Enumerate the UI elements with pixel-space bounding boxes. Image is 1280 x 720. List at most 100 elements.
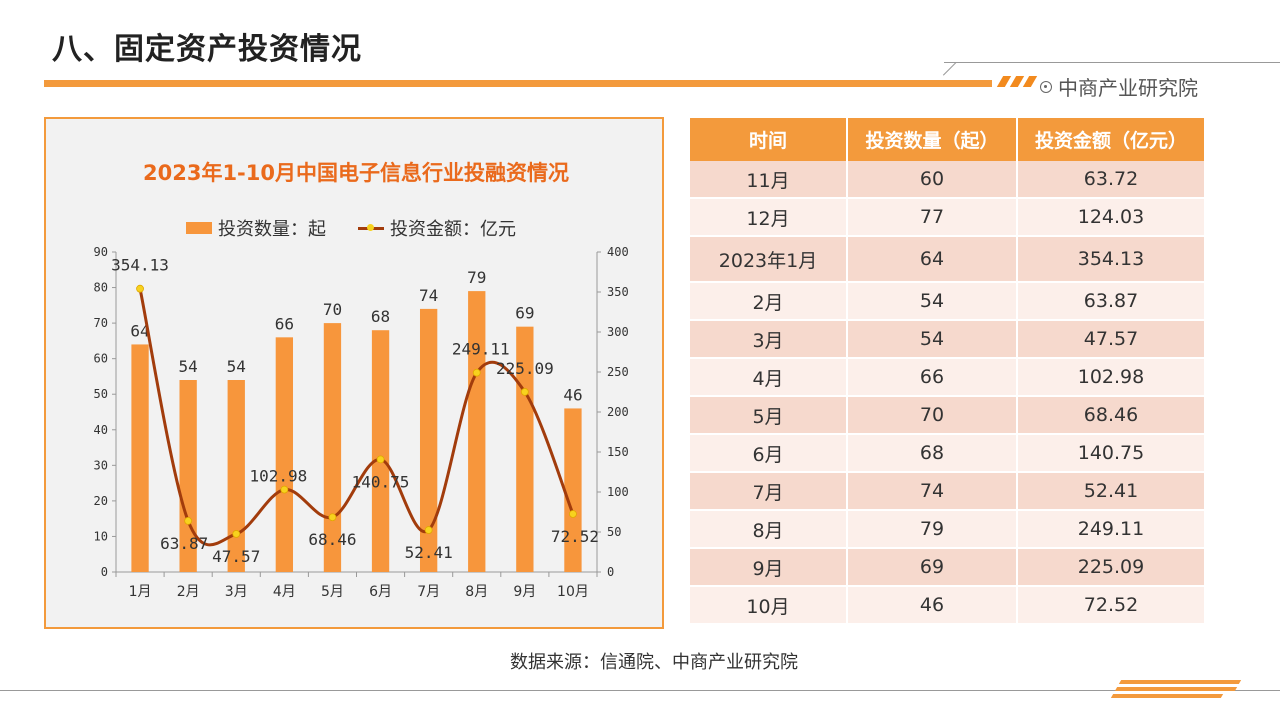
line-data-label: 354.13: [111, 256, 169, 275]
bar: [179, 380, 197, 572]
line-marker: [136, 284, 144, 293]
table-cell: 11月: [690, 161, 848, 199]
y-left-tick-label: 60: [94, 352, 108, 366]
combo-chart: 0 10 20 30 40 50 60 70 80 90 0 50 100 150 200 250 300 350…: [94, 245, 629, 600]
table-header: 投资金额（亿元）: [1017, 118, 1206, 161]
bar-data-label: 46: [563, 385, 582, 404]
x-tick-label: 10月: [557, 584, 589, 600]
table-cell: 60: [847, 161, 1018, 199]
x-tick-label: 1月: [129, 584, 152, 600]
table-header-row: 时间 投资数量（起） 投资金额（亿元）: [690, 118, 1206, 161]
line-data-label: 140.75: [352, 472, 410, 491]
legend-item-line: 投资金额：亿元: [358, 215, 516, 241]
chart-legend: 投资数量：起 投资金额：亿元: [186, 215, 516, 241]
x-tick-label: 5月: [321, 584, 344, 600]
line-data-label: 225.09: [496, 359, 554, 378]
legend-line-swatch: [358, 223, 384, 231]
table-cell: 46: [847, 586, 1018, 625]
bar-data-label: 66: [275, 314, 294, 333]
y-left-tick-label: 20: [94, 494, 108, 508]
table-row: 3月 54 47.57: [690, 320, 1206, 359]
table-cell: 102.98: [1017, 358, 1206, 397]
line-data-label: 63.87: [160, 534, 208, 553]
line-marker: [280, 485, 289, 494]
table-row: 8月 79 249.11: [690, 510, 1206, 549]
table-cell: 54: [847, 282, 1018, 321]
table-cell: 77: [847, 198, 1018, 237]
y-left-tick-label: 10: [94, 529, 108, 543]
title-underline-accent: [1009, 76, 1025, 87]
table-cell: 63.72: [1017, 161, 1206, 199]
bar-data-label: 74: [419, 286, 438, 305]
table-cell: 354.13: [1017, 236, 1206, 283]
x-tick-label: 7月: [417, 584, 440, 600]
bar-data-label: 54: [227, 357, 246, 376]
table-row: 6月 68 140.75: [690, 434, 1206, 473]
brand-name: 中商产业研究院: [1058, 76, 1198, 100]
bar: [131, 344, 149, 572]
target-icon: [1040, 80, 1052, 93]
line-data-label: 102.98: [249, 467, 307, 486]
line-marker: [376, 455, 385, 464]
table-cell: 4月: [690, 358, 848, 397]
table-cell: 3月: [690, 320, 848, 359]
line-data-label: 249.11: [452, 340, 510, 359]
line-marker: [472, 368, 481, 377]
bar-data-label: 79: [467, 268, 486, 287]
table-cell: 8月: [690, 510, 848, 549]
table-row: 10月 46 72.52: [690, 586, 1206, 625]
footer-divider: [0, 690, 1280, 691]
legend-line-label: 投资金额：亿元: [390, 219, 516, 240]
data-table: 时间 投资数量（起） 投资金额（亿元） 11月 60 63.72 12月 77 …: [690, 118, 1206, 625]
bar-data-label: 69: [515, 304, 534, 323]
y-right-tick-label: 250: [607, 365, 629, 379]
y-right-tick-label: 0: [607, 565, 614, 579]
table-cell: 9月: [690, 548, 848, 587]
x-tick-label: 8月: [465, 584, 488, 600]
line-data-label: 52.41: [405, 543, 453, 562]
table-cell: 68.46: [1017, 396, 1206, 435]
page-title: 八、固定资产投资情况: [52, 32, 362, 67]
legend-bar-swatch: [186, 222, 212, 234]
table-row: 2023年1月 64 354.13: [690, 236, 1206, 283]
y-right-tick-label: 50: [607, 525, 621, 539]
legend-item-bar: 投资数量：起: [186, 215, 326, 241]
table-cell: 12月: [690, 198, 848, 237]
title-underline: [44, 80, 992, 87]
table-cell: 79: [847, 510, 1018, 549]
y-right-tick-label: 200: [607, 405, 629, 419]
bar: [468, 291, 486, 572]
y-left-tick-label: 30: [94, 458, 108, 472]
bar: [323, 323, 342, 572]
table-cell: 140.75: [1017, 434, 1206, 473]
header-divider: [944, 62, 1280, 63]
bar-data-label: 70: [323, 300, 342, 319]
table-cell: 5月: [690, 396, 848, 435]
line-data-label: 47.57: [212, 547, 260, 566]
bar-data-label: 54: [179, 357, 198, 376]
y-left-tick-label: 0: [101, 565, 108, 579]
header-divider-slope: [942, 62, 957, 76]
table-cell: 6月: [690, 434, 848, 473]
data-source-note: 数据来源：信通院、中商产业研究院: [510, 652, 798, 673]
table-cell: 63.87: [1017, 282, 1206, 321]
table-cell: 7月: [690, 472, 848, 511]
chart-title: 2023年1-10月中国电子信息行业投融资情况: [143, 161, 569, 185]
bar: [419, 308, 438, 572]
table-cell: 70: [847, 396, 1018, 435]
table-cell: 72.52: [1017, 586, 1206, 625]
table-header: 投资数量（起）: [847, 118, 1018, 161]
table-cell: 64: [847, 236, 1018, 283]
legend-bar-label: 投资数量：起: [218, 219, 326, 240]
line-marker: [424, 526, 433, 534]
table-cell: 2月: [690, 282, 848, 321]
footer-stripe: [1118, 680, 1242, 684]
table-row: 12月 77 124.03: [690, 198, 1206, 237]
table-row: 2月 54 63.87: [690, 282, 1206, 321]
table-cell: 66: [847, 358, 1018, 397]
series-line: [138, 288, 575, 547]
line-marker: [232, 530, 241, 538]
brand-logo: 中商产业研究院: [1040, 72, 1198, 101]
bar: [227, 380, 245, 572]
y-right-tick-label: 100: [607, 485, 629, 499]
